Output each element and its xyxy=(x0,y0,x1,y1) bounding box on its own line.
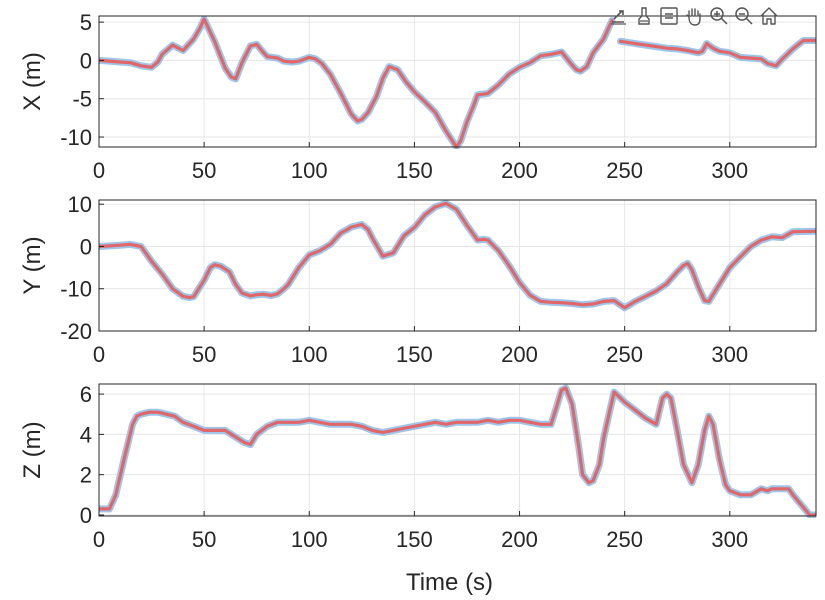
y-tick-label: 6 xyxy=(80,382,92,407)
y-tick-label: 4 xyxy=(80,422,92,447)
x-tick-label: 200 xyxy=(501,527,538,552)
y-axis-label: X (m) xyxy=(19,52,46,111)
y-tick-label: 0 xyxy=(80,234,92,259)
x-tick-label: 50 xyxy=(192,158,216,183)
y-tick-label: -20 xyxy=(60,319,92,344)
x-tick-label: 150 xyxy=(396,158,433,183)
x-tick-label: 50 xyxy=(192,527,216,552)
x-tick-label: 100 xyxy=(291,342,328,367)
x-tick-label: 250 xyxy=(606,158,643,183)
y-tick-label: 0 xyxy=(80,503,92,528)
x-tick-label: 300 xyxy=(711,527,748,552)
x-tick-label: 100 xyxy=(291,527,328,552)
series-line-estimate xyxy=(99,17,614,149)
x-tick-label: 0 xyxy=(93,527,105,552)
export-icon[interactable] xyxy=(606,3,631,29)
pan-icon[interactable] xyxy=(681,3,706,29)
axes-box xyxy=(98,15,817,148)
y-axis-label: Z (m) xyxy=(19,421,46,478)
y-tick-label: 10 xyxy=(68,192,92,217)
series-line-estimate xyxy=(618,38,816,68)
datatips-icon[interactable] xyxy=(656,3,681,29)
y-tick-label: 2 xyxy=(80,463,92,488)
x-axis-label: Time (s) xyxy=(406,569,493,596)
x-tick-label: 250 xyxy=(606,342,643,367)
y-axis-label: Y (m) xyxy=(19,236,46,294)
x-tick-label: 100 xyxy=(291,158,328,183)
x-tick-label: 300 xyxy=(711,158,748,183)
plot-area xyxy=(99,384,816,516)
x-tick-label: 150 xyxy=(396,342,433,367)
x-tick-label: 300 xyxy=(711,342,748,367)
zoom-in-icon[interactable] xyxy=(706,3,731,29)
home-icon[interactable] xyxy=(756,3,781,29)
x-tick-label: 250 xyxy=(606,527,643,552)
z-position-axes[interactable]: 0 50 100 150 200 250 300 0 2 4 6 Z (m) Time (s) xyxy=(19,382,817,596)
x-position-axes[interactable]: 0 50 100 150 200 250 300 -10 -5 0 5 X (m) xyxy=(19,10,817,183)
y-position-axes[interactable]: 0 50 100 150 200 250 300 -20 -10 0 10 Y (m) xyxy=(19,192,817,367)
x-tick-label: 0 xyxy=(93,158,105,183)
brush-icon[interactable] xyxy=(631,3,656,29)
axes-toolbar xyxy=(606,3,781,31)
x-tick-label: 200 xyxy=(501,158,538,183)
x-tick-label: 200 xyxy=(501,342,538,367)
y-tick-label: -10 xyxy=(60,125,92,150)
y-tick-label: 0 xyxy=(80,48,92,73)
x-tick-label: 50 xyxy=(192,342,216,367)
series-line-estimate xyxy=(99,201,816,310)
zoom-out-icon[interactable] xyxy=(731,3,756,29)
plot-area xyxy=(99,16,816,147)
y-tick-label: -5 xyxy=(72,87,92,112)
y-tick-label: -10 xyxy=(60,277,92,302)
x-tick-label: 150 xyxy=(396,527,433,552)
axes-box xyxy=(98,199,817,332)
y-tick-label: 5 xyxy=(80,10,92,35)
axes-box xyxy=(98,383,817,517)
series-line-estimate xyxy=(99,386,816,517)
x-tick-label: 0 xyxy=(93,342,105,367)
plot-area xyxy=(99,200,816,331)
